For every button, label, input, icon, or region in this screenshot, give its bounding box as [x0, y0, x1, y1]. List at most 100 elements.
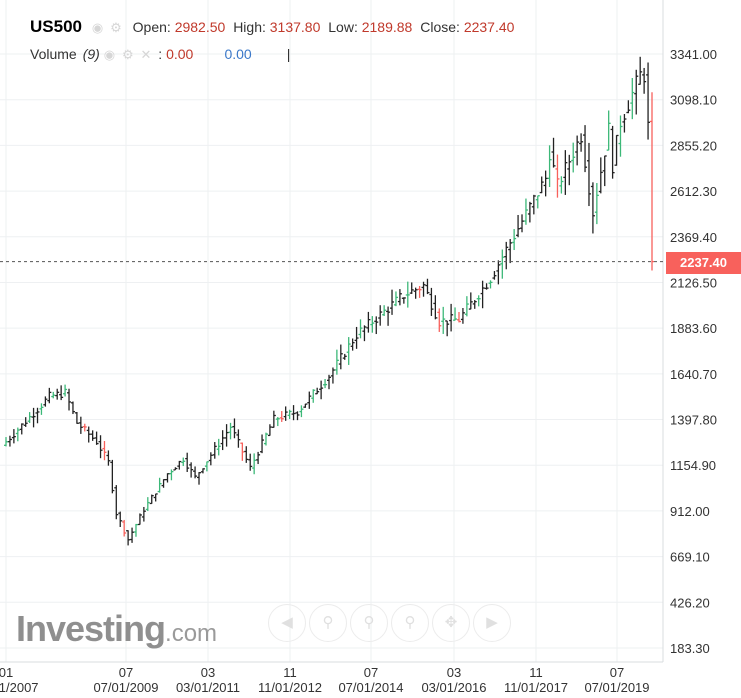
- y-tick-label: 3341.00: [670, 47, 717, 62]
- eye-icon[interactable]: ◉: [103, 47, 116, 62]
- ohlc-bar: [98, 435, 103, 459]
- low-value: 2189.88: [361, 19, 413, 35]
- ohlc-bar: [204, 461, 209, 472]
- volume-value-red: 0.00: [166, 46, 194, 62]
- x-tick-label: 07/01/2014: [338, 680, 403, 695]
- ohlc-bar: [539, 176, 544, 194]
- y-tick-label: 1154.90: [670, 458, 716, 473]
- price-legend: US500 ◉ ⚙ Open: 2982.50 High: 3137.80 Lo…: [30, 17, 514, 37]
- ohlc-bar: [70, 401, 75, 415]
- ohlc-bar: [342, 353, 347, 360]
- volume-separator: :: [158, 46, 163, 62]
- ohlc-bar: [51, 391, 56, 399]
- ohlc-bar: [275, 417, 280, 427]
- ohlc-bar: [7, 435, 12, 447]
- ohlc-bar: [244, 446, 249, 463]
- close-icon[interactable]: ✕: [140, 47, 152, 62]
- gear-icon[interactable]: ⚙: [110, 20, 122, 35]
- ohlc-bar: [110, 459, 115, 494]
- ohlc-bar: [197, 472, 202, 485]
- ohlc-bar: [590, 182, 595, 234]
- ohlc-bar: [362, 325, 367, 342]
- ohlc-bar: [413, 287, 418, 299]
- ohlc-bar: [59, 385, 64, 401]
- ohlc-bar: [149, 494, 154, 505]
- x-tick-label: 11/01/2017: [504, 680, 568, 695]
- x-tick-label-top: 03: [201, 665, 215, 680]
- ohlc-bar: [492, 271, 497, 280]
- ohlc-bar: [67, 388, 72, 411]
- ohlc-bar: [374, 316, 379, 335]
- ohlc-bar: [19, 423, 24, 435]
- ohlc-bar: [512, 229, 517, 251]
- ohlc-bar: [137, 513, 142, 526]
- ohlc-bar: [527, 201, 532, 223]
- grid-lines: [0, 0, 663, 662]
- x-tick-label-top: 11: [283, 665, 297, 680]
- ohlc-bar: [504, 241, 509, 270]
- ohlc-bar: [484, 283, 489, 290]
- gear-icon[interactable]: ⚙: [121, 47, 134, 62]
- y-tick-label: 2855.20: [670, 138, 717, 153]
- y-tick-label: 1883.60: [670, 321, 717, 336]
- ohlc-bar: [141, 506, 146, 522]
- ohlc-bar: [602, 155, 607, 187]
- ohlc-bar: [409, 282, 414, 294]
- x-tick-label-top: 07: [119, 665, 133, 680]
- ohlc-bar: [350, 338, 355, 351]
- ohlc-bar: [579, 133, 584, 152]
- ohlc-bar: [634, 69, 639, 115]
- ohlc-bar: [571, 142, 576, 173]
- y-tick-label: 2369.40: [670, 230, 717, 245]
- ohlc-bar: [90, 430, 95, 441]
- zoom-reset-icon[interactable]: ⚲: [350, 604, 388, 642]
- eye-icon[interactable]: ◉: [91, 20, 104, 35]
- ohlc-bar: [4, 437, 8, 447]
- x-tick-label: 03/01/2016: [421, 680, 486, 695]
- ohlc-bar: [567, 154, 572, 186]
- x-tick-label-top: 01: [0, 665, 13, 680]
- zoom-in-icon[interactable]: ⚲: [391, 604, 429, 642]
- ohlc-bar: [472, 300, 477, 309]
- ohlc-bar: [55, 388, 60, 400]
- ohlc-bar: [358, 319, 363, 339]
- ohlc-bar: [157, 477, 162, 493]
- x-tick-label: 11/01/2012: [258, 680, 322, 695]
- ohlc-bar: [338, 344, 343, 370]
- scroll-left-icon[interactable]: ◀: [268, 604, 306, 642]
- y-tick-label: 183.30: [670, 641, 710, 656]
- symbol-title[interactable]: US500: [30, 17, 82, 36]
- ohlc-bar: [354, 326, 359, 349]
- ohlc-bar: [445, 320, 450, 337]
- fit-icon[interactable]: ✥: [432, 604, 470, 642]
- ohlc-bar: [185, 452, 190, 472]
- ohlc-bar: [94, 431, 99, 445]
- ohlc-bar: [228, 422, 233, 440]
- ohlc-bar: [575, 135, 580, 166]
- ohlc-bar: [429, 287, 434, 316]
- ohlc-bar: [224, 424, 229, 447]
- ohlc-bar: [378, 305, 383, 326]
- ohlc-bar: [78, 416, 83, 434]
- ohlc-bar: [43, 396, 48, 407]
- y-tick-label: 3098.10: [670, 93, 717, 108]
- ohlc-bar: [193, 466, 198, 479]
- ohlc-bar: [63, 384, 68, 397]
- close-label: Close:: [420, 19, 460, 35]
- ohlc-bar: [551, 137, 556, 168]
- ohlc-bar: [31, 407, 36, 428]
- ohlc-bar: [11, 429, 16, 444]
- volume-label[interactable]: Volume: [30, 46, 77, 62]
- ohlc-bar: [303, 403, 308, 408]
- ohlc-bar: [39, 403, 44, 415]
- ohlc-bar: [618, 115, 623, 157]
- ohlc-bar: [220, 430, 225, 451]
- ohlc-bar: [531, 194, 536, 215]
- scroll-right-icon[interactable]: ▶: [473, 604, 511, 642]
- ohlc-bar: [102, 441, 107, 461]
- ohlc-bar: [47, 387, 52, 404]
- ohlc-bar: [114, 485, 119, 520]
- zoom-out-icon[interactable]: ⚲: [309, 604, 347, 642]
